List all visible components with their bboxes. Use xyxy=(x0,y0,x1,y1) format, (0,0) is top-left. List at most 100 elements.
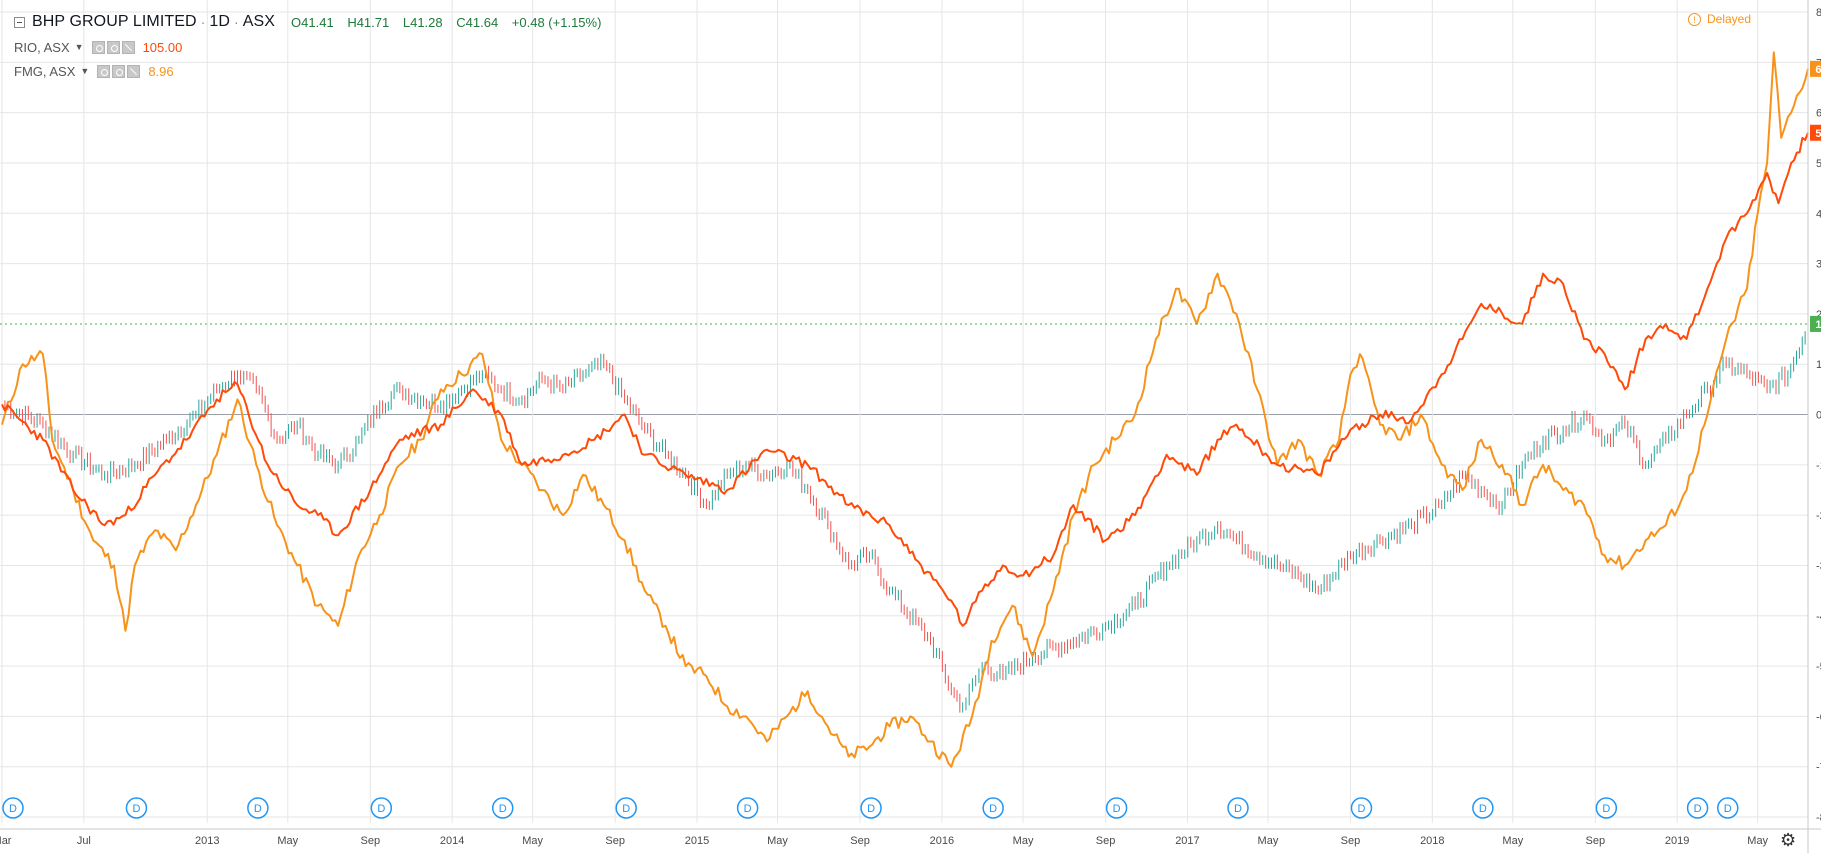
close-icon[interactable] xyxy=(127,64,141,78)
fmg-series-line xyxy=(1,51,1809,768)
x-tick-label: Sep xyxy=(1096,835,1116,847)
y-tick-label: 80.00% xyxy=(1816,7,1821,19)
dividend-marker-label: D xyxy=(9,803,17,815)
dividend-marker xyxy=(736,797,759,819)
y-tick-label: -40.00% xyxy=(1816,611,1821,623)
x-tick-label: 2018 xyxy=(1420,835,1444,847)
x-tick-label: May xyxy=(1747,835,1768,847)
y-tick-label: 60.00% xyxy=(1816,108,1821,120)
exchange-label: ASX xyxy=(242,13,276,30)
x-tick-label: 2016 xyxy=(930,835,954,847)
compare-symbol-label[interactable]: FMG, ASX xyxy=(14,63,76,79)
eye-icon[interactable] xyxy=(91,40,105,54)
dividend-marker xyxy=(125,797,148,819)
delayed-badge[interactable]: ! Delayed xyxy=(1688,12,1751,26)
dividend-marker xyxy=(615,797,637,819)
dividend-marker xyxy=(1227,797,1249,819)
x-tick-label: May xyxy=(1258,835,1279,847)
x-tick-label: Sep xyxy=(1341,835,1361,847)
dividend-marker xyxy=(370,797,393,819)
eye-icon[interactable] xyxy=(97,64,111,78)
dividend-marker xyxy=(982,797,1004,819)
settings-icon[interactable] xyxy=(112,64,126,78)
main-series-legend: BHP GROUP LIMITED · 1D · ASX O41.41 H41.… xyxy=(14,12,611,32)
dividend-marker xyxy=(1686,797,1709,819)
compare-symbol-label[interactable]: RIO, ASX xyxy=(14,39,70,55)
x-tick-label: May xyxy=(522,835,543,847)
last-value-label: 56.06% xyxy=(1815,128,1821,140)
separator: · xyxy=(200,14,206,30)
y-tick-label: -80.00% xyxy=(1816,812,1821,824)
y-tick-label: 30.00% xyxy=(1816,259,1821,271)
chart-legend: BHP GROUP LIMITED · 1D · ASX O41.41 H41.… xyxy=(0,0,760,90)
rio-series-line xyxy=(1,132,1809,627)
dividend-marker-label: D xyxy=(1479,803,1487,815)
last-value-badge xyxy=(1810,315,1821,332)
dividend-marker-label: D xyxy=(989,803,997,815)
x-tick-label: May xyxy=(767,835,788,847)
y-tick-label: 0.00% xyxy=(1816,410,1821,422)
dividend-marker xyxy=(1717,797,1739,819)
dividend-marker-label: D xyxy=(132,803,140,815)
dividend-marker-label: D xyxy=(622,803,630,815)
symbol-title[interactable]: BHP GROUP LIMITED xyxy=(32,13,197,30)
dividend-marker xyxy=(1472,797,1494,819)
settings-icon[interactable] xyxy=(106,40,120,54)
dividend-marker-label: D xyxy=(744,803,752,815)
dividend-marker xyxy=(860,797,882,819)
collapse-legend-button[interactable] xyxy=(14,16,25,28)
close-icon[interactable] xyxy=(121,40,135,54)
close-value: C41.64 xyxy=(456,14,499,30)
x-tick-label: 2019 xyxy=(1665,835,1689,847)
x-tick-label: Sep xyxy=(361,835,381,847)
dividend-marker-label: D xyxy=(1602,803,1610,815)
change-value: +0.48 (+1.15%) xyxy=(511,14,602,30)
last-value-badge xyxy=(1810,124,1821,141)
dividend-marker xyxy=(247,797,269,819)
compare-series-rio: RIO, ASX ▼ 105.00 xyxy=(14,37,182,57)
dividend-marker-label: D xyxy=(1357,803,1365,815)
x-tick-label: May xyxy=(1013,835,1034,847)
x-tick-label: 2014 xyxy=(440,835,464,847)
x-tick-label: 2015 xyxy=(685,835,709,847)
x-tick-label: Jul xyxy=(77,835,91,847)
gear-icon[interactable]: ⚙ xyxy=(1780,830,1797,850)
info-icon: ! xyxy=(1688,12,1701,26)
y-tick-label: -70.00% xyxy=(1816,762,1821,774)
x-tick-label: Sep xyxy=(605,835,625,847)
y-tick-label: -10.00% xyxy=(1816,460,1821,472)
dividend-marker-label: D xyxy=(1724,803,1732,815)
chart-series xyxy=(0,51,1809,768)
y-tick-label: -50.00% xyxy=(1816,661,1821,673)
compare-value: 105.00 xyxy=(142,39,183,55)
y-tick-label: -30.00% xyxy=(1816,560,1821,572)
y-tick-label: 50.00% xyxy=(1816,158,1821,170)
dividend-marker-label: D xyxy=(1113,803,1121,815)
high-value: H41.71 xyxy=(347,14,390,30)
open-value: O41.41 xyxy=(291,14,334,30)
y-tick-label: -60.00% xyxy=(1816,711,1821,723)
x-tick-label: Mar xyxy=(0,835,12,847)
y-tick-label: 10.00% xyxy=(1816,359,1821,371)
separator: · xyxy=(234,14,239,30)
y-tick-label: -20.00% xyxy=(1816,510,1821,522)
chevron-down-icon[interactable]: ▼ xyxy=(74,42,84,52)
last-value-label: 68.74% xyxy=(1815,64,1821,76)
x-tick-label: 2013 xyxy=(195,835,219,847)
chevron-down-icon[interactable]: ▼ xyxy=(80,66,90,76)
x-tick-label: Sep xyxy=(1586,835,1606,847)
dividend-marker-label: D xyxy=(867,803,875,815)
ohlc-values: O41.41 H41.71 L41.28 C41.64 +0.48 (+1.15… xyxy=(291,15,611,30)
chart-grid xyxy=(0,0,1808,823)
delayed-label: Delayed xyxy=(1707,12,1752,26)
compare-series-fmg: FMG, ASX ▼ 8.96 xyxy=(14,61,174,81)
dividend-marker xyxy=(1350,797,1373,819)
compare-value: 8.96 xyxy=(148,63,174,79)
x-tick-label: May xyxy=(1502,835,1523,847)
interval-label[interactable]: 1D xyxy=(209,13,231,30)
dividend-marker xyxy=(491,797,514,819)
x-tick-label: May xyxy=(277,835,298,847)
